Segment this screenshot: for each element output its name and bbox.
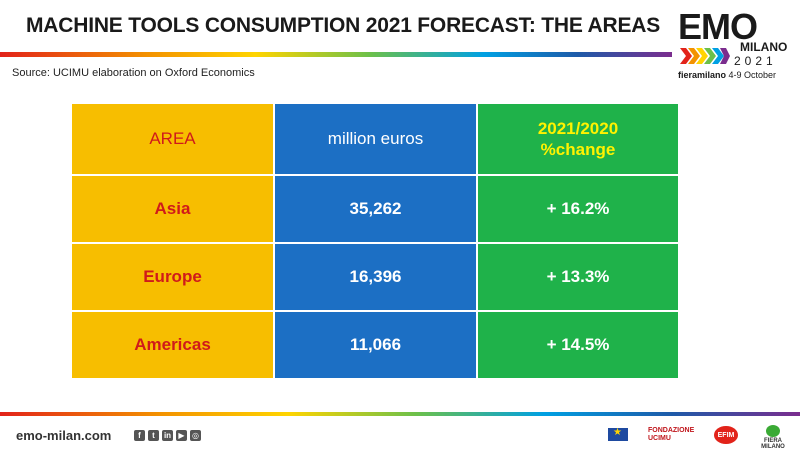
- header-change-line1: 2021/2020: [537, 118, 619, 138]
- page-title: MACHINE TOOLS CONSUMPTION 2021 FORECAST:…: [26, 14, 661, 37]
- logo-venue: fieramilano 4-9 October: [678, 70, 776, 80]
- fiera-milano-logo: FIERA MILANO: [756, 425, 790, 450]
- row-change-europe: + 13.3%: [478, 244, 678, 310]
- youtube-icon[interactable]: ▶: [176, 430, 187, 441]
- eu-flag-icon: [608, 427, 628, 441]
- facebook-icon[interactable]: f: [134, 430, 145, 441]
- row-value-asia: 35,262: [275, 176, 476, 242]
- logo-venue-name: fieramilano: [678, 70, 727, 80]
- header-value: million euros: [275, 104, 476, 174]
- row-value-europe: 16,396: [275, 244, 476, 310]
- twitter-icon[interactable]: t: [148, 430, 159, 441]
- header-area: AREA: [72, 104, 273, 174]
- logo-city: MILANO: [740, 40, 788, 54]
- fiera-milano-mark-icon: [766, 425, 780, 437]
- fondazione-line1: FONDAZIONE: [648, 427, 695, 434]
- fondazione-ucimu-logo: FONDAZIONE UCIMU: [648, 427, 694, 443]
- row-area-asia: Asia: [72, 176, 273, 242]
- row-change-asia: + 16.2%: [478, 176, 678, 242]
- website-link[interactable]: emo-milan.com: [16, 428, 112, 443]
- instagram-icon[interactable]: ◎: [190, 430, 201, 441]
- logo-chevrons-icon: [680, 48, 730, 64]
- row-area-europe: Europe: [72, 244, 273, 310]
- logo-year: 2021: [734, 54, 777, 68]
- linkedin-icon[interactable]: in: [162, 430, 173, 441]
- emo-milano-logo[interactable]: EMO MILANO 2021 fieramilano 4-9 October: [676, 6, 792, 80]
- partner-logos: FONDAZIONE UCIMU EFIM FIERA MILANO: [606, 424, 796, 450]
- header-change-line2: %change: [540, 140, 616, 159]
- social-icons: f t in ▶ ◎: [134, 430, 201, 441]
- fondazione-line2: UCIMU: [648, 435, 671, 442]
- bottom-rainbow-rule: [0, 412, 800, 416]
- efim-logo: EFIM: [714, 426, 738, 444]
- fiera-milano-label: FIERA MILANO: [761, 438, 785, 450]
- top-rainbow-rule: [0, 52, 672, 57]
- row-change-americas: + 14.5%: [478, 312, 678, 378]
- row-value-americas: 11,066: [275, 312, 476, 378]
- logo-brand: EMO: [678, 6, 758, 47]
- row-area-americas: Americas: [72, 312, 273, 378]
- source-note: Source: UCIMU elaboration on Oxford Econ…: [12, 67, 255, 79]
- header-change: 2021/2020 %change: [478, 104, 678, 174]
- consumption-table: AREA million euros 2021/2020 %change Asi…: [72, 104, 678, 378]
- logo-dates: 4-9 October: [728, 70, 777, 80]
